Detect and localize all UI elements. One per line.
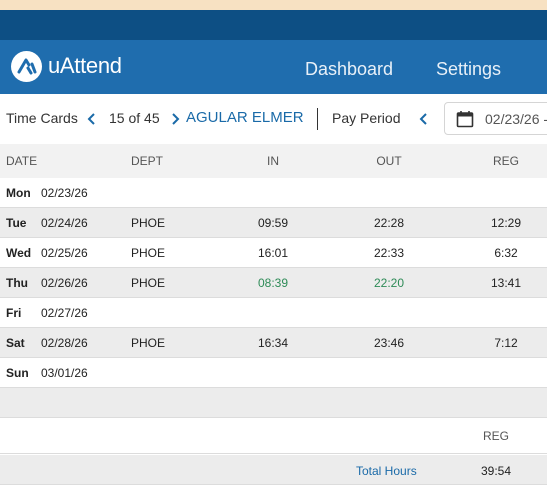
row-day: Sat [6, 336, 25, 350]
pay-period-date-field[interactable] [444, 102, 547, 135]
section-title: Time Cards [6, 110, 78, 126]
row-reg-hours: 7:12 [494, 336, 518, 350]
employee-counter: 15 of 45 [109, 110, 160, 126]
row-date: 02/23/26 [41, 186, 88, 200]
nav-settings-link[interactable]: Settings [436, 59, 502, 79]
row-reg-hours: 12:29 [490, 216, 522, 230]
row-reg-hours: 6:32 [494, 246, 518, 260]
row-in-time[interactable]: 16:34 [257, 336, 289, 350]
prev-period-chevron-icon[interactable] [419, 112, 429, 131]
total-reg-hours: 39:54 [480, 464, 512, 478]
top-bar [0, 10, 547, 40]
col-date-header: DATE [6, 154, 38, 168]
toolbar-divider [317, 108, 318, 130]
row-out-time[interactable]: 22:28 [373, 216, 405, 230]
row-date: 03/01/26 [41, 366, 88, 380]
row-out-time[interactable]: 22:33 [373, 246, 405, 260]
pay-period-label: Pay Period [332, 110, 401, 126]
table-row[interactable] [0, 328, 547, 358]
row-date: 02/27/26 [41, 306, 88, 320]
row-day: Sun [6, 366, 29, 380]
row-dept: PHOE [131, 246, 166, 260]
table-row[interactable] [0, 178, 547, 208]
row-day: Mon [6, 186, 31, 200]
table-row[interactable] [0, 238, 547, 268]
calendar-icon[interactable] [456, 110, 474, 133]
col-dept-header: DEPT [131, 154, 164, 168]
app-name[interactable]: uAttend [48, 53, 122, 78]
col-in-header: IN [267, 154, 279, 168]
summary-reg-header: REG [482, 429, 509, 443]
row-in-time[interactable]: 08:39 [257, 276, 289, 290]
table-row[interactable] [0, 268, 547, 298]
col-out-header: OUT [376, 154, 402, 168]
row-date: 02/24/26 [41, 216, 88, 230]
nav-bar [0, 40, 547, 94]
row-day: Wed [6, 246, 32, 260]
row-date: 02/28/26 [41, 336, 88, 350]
nav-dashboard-link[interactable]: Dashboard [305, 59, 394, 79]
table-row[interactable] [0, 298, 547, 328]
row-out-time[interactable]: 23:46 [373, 336, 405, 350]
row-date: 02/26/26 [41, 276, 88, 290]
next-employee-chevron-icon[interactable] [170, 112, 180, 131]
uattend-logo-icon[interactable] [11, 51, 42, 82]
table-row[interactable] [0, 208, 547, 238]
employee-name[interactable]: AGULAR ELMER [186, 109, 304, 126]
pay-period-date-value: 02/23/26 - [485, 111, 547, 127]
row-out-time[interactable]: 22:20 [373, 276, 405, 290]
col-reg-header: REG [492, 154, 519, 168]
row-date: 02/25/26 [41, 246, 88, 260]
summary-header [0, 419, 547, 454]
row-dept: PHOE [131, 276, 166, 290]
row-dept: PHOE [131, 216, 166, 230]
row-in-time[interactable]: 16:01 [257, 246, 289, 260]
table-spacer-row [0, 388, 547, 418]
table-row[interactable] [0, 358, 547, 388]
prev-employee-chevron-icon[interactable] [87, 112, 97, 131]
table-header [0, 144, 547, 178]
row-day: Tue [6, 216, 27, 230]
top-strip [0, 0, 547, 10]
total-hours-label: Total Hours [356, 464, 417, 478]
row-day: Fri [6, 306, 22, 320]
row-reg-hours: 13:41 [490, 276, 522, 290]
summary-row [0, 455, 547, 485]
row-dept: PHOE [131, 336, 166, 350]
row-day: Thu [6, 276, 28, 290]
row-in-time[interactable]: 09:59 [257, 216, 289, 230]
